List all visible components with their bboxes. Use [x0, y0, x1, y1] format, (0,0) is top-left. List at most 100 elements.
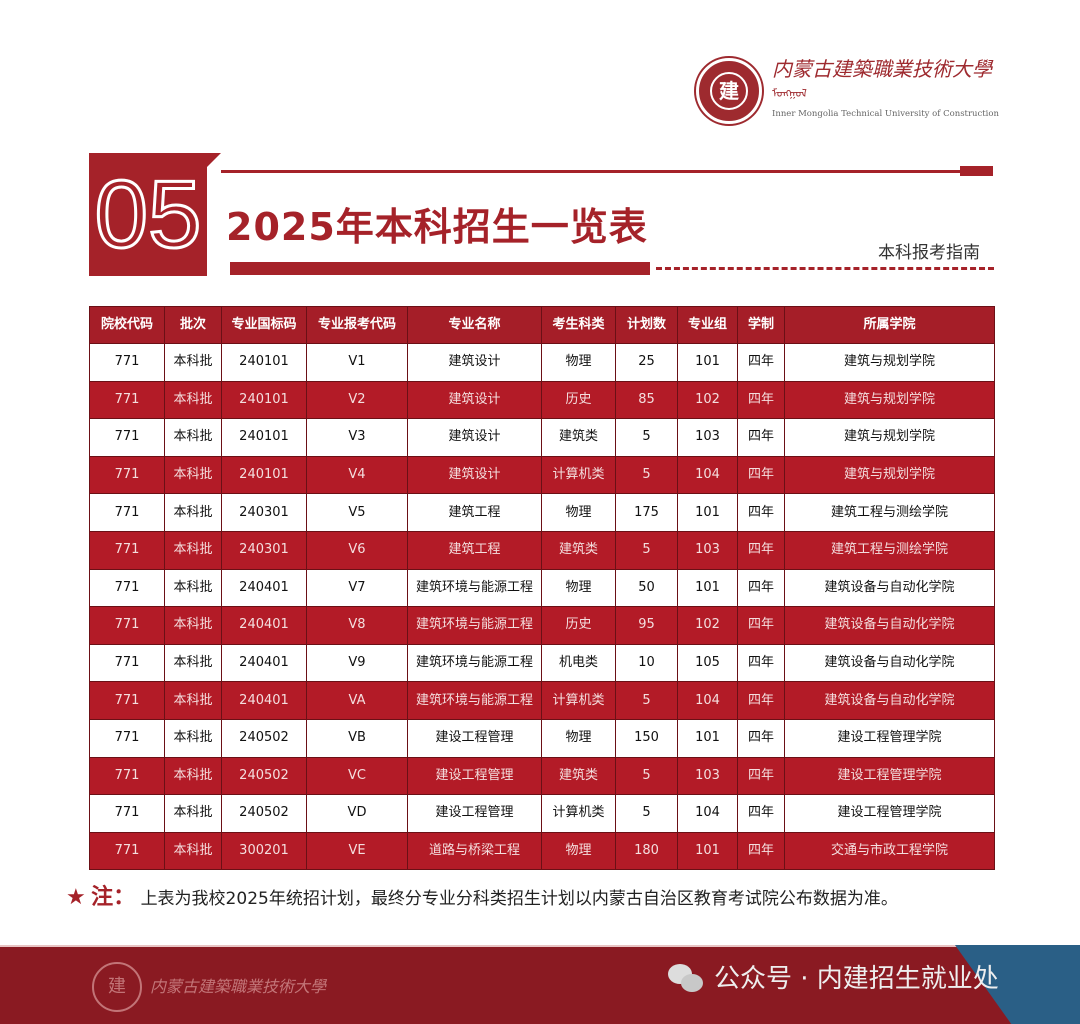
table-cell: 本科批: [164, 756, 222, 796]
table-cell: 本科批: [164, 530, 222, 570]
table-cell: 本科批: [164, 718, 222, 758]
university-name-en: Inner Mongolia Technical University of C…: [772, 109, 999, 119]
table-cell: 四年: [737, 681, 785, 720]
table-cell: 四年: [737, 493, 785, 532]
dashed-divider: [656, 267, 994, 270]
table-row: 771 本科批 240401 V8 建筑环境与能源工程 历史 95 102 四年 建筑设备与自动化…: [89, 606, 995, 645]
table-cell: 建筑类: [541, 756, 616, 796]
table-cell: 103: [677, 756, 738, 796]
university-name-mongolian: ᠮᠣᠩᠭᠣᠯ: [772, 87, 807, 100]
table-cell: 建设工程管理学院: [784, 756, 995, 796]
table-cell: 101: [677, 831, 738, 871]
table-row: 771 本科批 240101 V4 建筑设计 计算机类 5 104 四年 建筑与规划学院: [89, 455, 995, 495]
column-header: 批次: [164, 306, 222, 344]
table-cell: 771: [89, 493, 165, 532]
table-cell: V3: [306, 418, 408, 457]
table-cell: 历史: [541, 380, 616, 420]
table-cell: 本科批: [164, 606, 222, 645]
table-cell: 建筑工程: [407, 493, 542, 532]
table-cell: 240401: [221, 606, 307, 645]
table-cell: 本科批: [164, 455, 222, 495]
table-cell: 240401: [221, 643, 307, 683]
table-cell: 240301: [221, 493, 307, 532]
table-row: 771 本科批 240301 V5 建筑工程 物理 175 101 四年 建筑工程与测绘学院: [89, 493, 995, 532]
table-cell: 771: [89, 380, 165, 420]
table-cell: 10: [615, 643, 678, 683]
table-cell: 建筑设备与自动化学院: [784, 568, 995, 608]
table-cell: 建设工程管理学院: [784, 794, 995, 833]
table-row: 771 本科批 240502 VC 建设工程管理 建筑类 5 103 四年 建设工程管理学院: [89, 756, 995, 796]
table-cell: 5: [615, 455, 678, 495]
table-cell: 240101: [221, 380, 307, 420]
table-cell: V7: [306, 568, 408, 608]
seal-glyph: 建: [710, 72, 748, 110]
table-cell: 103: [677, 530, 738, 570]
table-cell: 本科批: [164, 681, 222, 720]
table-cell: 四年: [737, 455, 785, 495]
table-cell: 771: [89, 756, 165, 796]
table-cell: 四年: [737, 418, 785, 457]
table-row: 771 本科批 240401 V7 建筑环境与能源工程 物理 50 101 四年 建筑设备与自动化…: [89, 568, 995, 608]
table-row: 771 本科批 240101 V2 建筑设计 历史 85 102 四年 建筑与规划学院: [89, 380, 995, 420]
table-cell: 771: [89, 568, 165, 608]
table-cell: VB: [306, 718, 408, 758]
table-cell: 四年: [737, 568, 785, 608]
table-cell: 四年: [737, 718, 785, 758]
table-cell: 建筑设备与自动化学院: [784, 681, 995, 720]
table-cell: 本科批: [164, 794, 222, 833]
table-cell: 102: [677, 380, 738, 420]
table-cell: 建筑环境与能源工程: [407, 643, 542, 683]
decor-fold: [207, 153, 221, 167]
table-cell: 四年: [737, 831, 785, 871]
table-cell: VE: [306, 831, 408, 871]
logo-text: 内蒙古建築職業技術大學 ᠮᠣᠩᠭᠣᠯ Inner Mongolia Techni…: [772, 56, 1006, 120]
table-row: 771 本科批 240401 V9 建筑环境与能源工程 机电类 10 105 四年 建筑设备与自动…: [89, 643, 995, 683]
table-cell: 四年: [737, 343, 785, 382]
table-cell: 建设工程管理: [407, 718, 542, 758]
table-cell: 四年: [737, 756, 785, 796]
section-number-box: [89, 153, 207, 276]
table-cell: 计算机类: [541, 455, 616, 495]
table-cell: 771: [89, 455, 165, 495]
wechat-account: 公众号 · 内建招生就业处: [668, 962, 999, 996]
table-row: 771 本科批 240301 V6 建筑工程 建筑类 5 103 四年 建筑工程与测绘学院: [89, 530, 995, 570]
table-cell: VD: [306, 794, 408, 833]
column-header: 专业组: [677, 306, 738, 344]
section-number: 05: [93, 160, 203, 270]
table-cell: VC: [306, 756, 408, 796]
note-text: 上表为我校2025年统招计划，最终分专业分科类招生计划以内蒙古自治区教育考试院公…: [140, 889, 898, 909]
title-underline: [230, 262, 650, 275]
table-cell: 建筑设计: [407, 343, 542, 382]
table-cell: 101: [677, 568, 738, 608]
table-cell: 本科批: [164, 831, 222, 871]
university-name-cn: 内蒙古建築職業技術大學: [772, 57, 992, 81]
column-header: 专业国标码: [221, 306, 307, 344]
enrollment-table: 院校代码 批次 专业国标码 专业报考代码 专业名称 考生科类 计划数 专业组 学制 所属学院 77…: [89, 306, 995, 871]
star-icon: ★: [66, 885, 86, 910]
divider-tab: [960, 166, 993, 176]
table-cell: 240101: [221, 418, 307, 457]
table-cell: 建筑工程与测绘学院: [784, 530, 995, 570]
table-row: 771 本科批 300201 VE 道路与桥梁工程 物理 180 101 四年 交通与市政工程学院: [89, 831, 995, 871]
table-cell: 240101: [221, 343, 307, 382]
table-cell: 本科批: [164, 343, 222, 382]
table-cell: 101: [677, 718, 738, 758]
table-cell: V4: [306, 455, 408, 495]
table-cell: 105: [677, 643, 738, 683]
table-cell: 本科批: [164, 380, 222, 420]
table-cell: 四年: [737, 380, 785, 420]
footer-logo: 建 内蒙古建築職業技術大學: [92, 962, 326, 1012]
table-cell: 104: [677, 681, 738, 720]
table-cell: 101: [677, 343, 738, 382]
table-cell: V5: [306, 493, 408, 532]
table-cell: 771: [89, 794, 165, 833]
table-cell: 建筑设计: [407, 455, 542, 495]
table-cell: 建筑与规划学院: [784, 380, 995, 420]
column-header: 考生科类: [541, 306, 616, 344]
table-cell: 771: [89, 718, 165, 758]
table-cell: 5: [615, 530, 678, 570]
table-cell: 85: [615, 380, 678, 420]
table-cell: 建筑环境与能源工程: [407, 606, 542, 645]
table-cell: 建筑设计: [407, 418, 542, 457]
table-cell: V2: [306, 380, 408, 420]
